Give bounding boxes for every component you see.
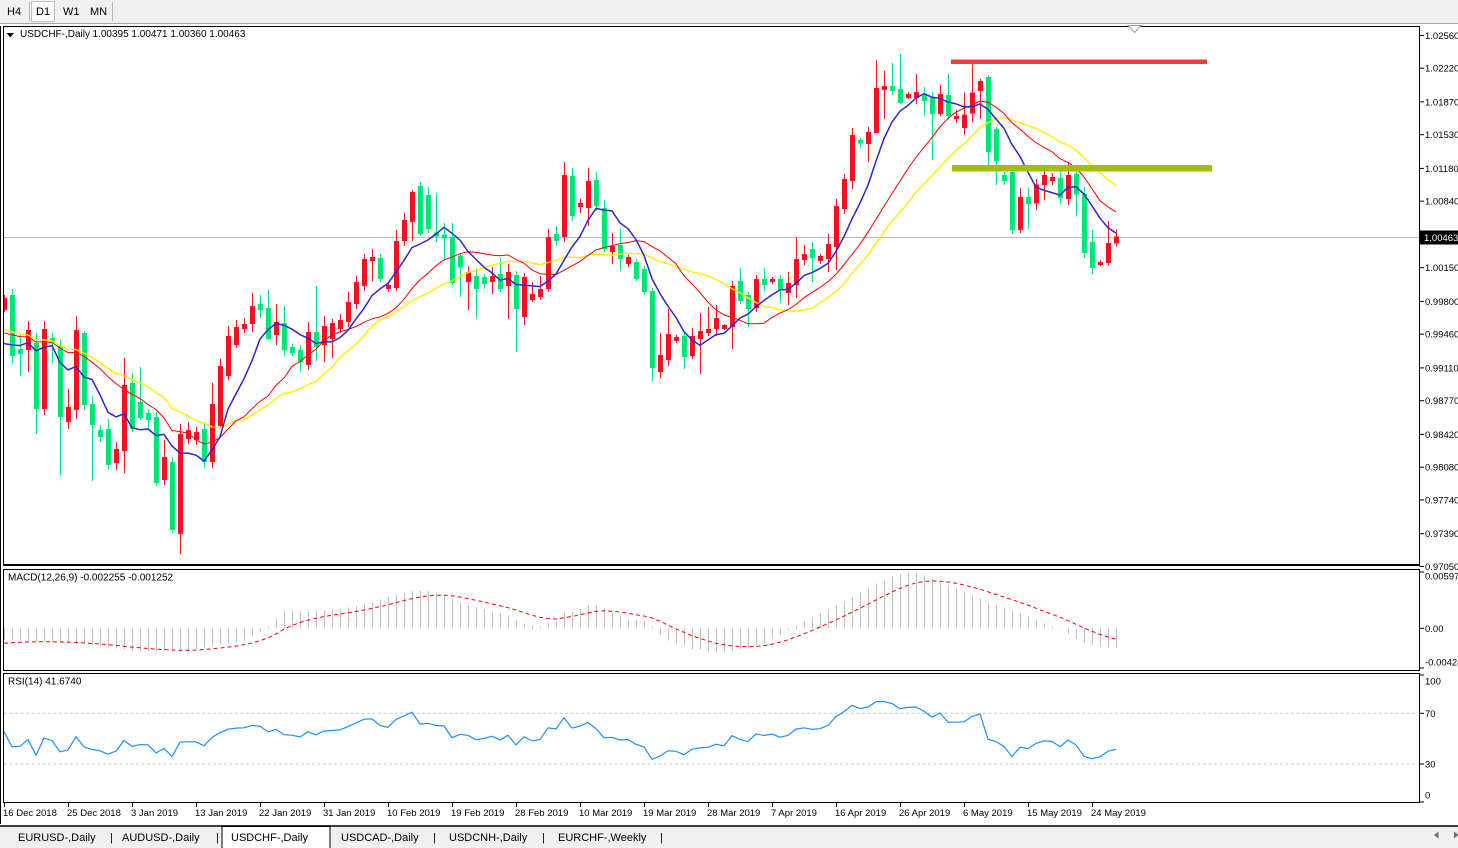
svg-text:0.97050: 0.97050 — [1425, 562, 1458, 573]
svg-text:100: 100 — [1425, 677, 1441, 688]
svg-text:30: 30 — [1425, 760, 1436, 771]
svg-text:|: | — [542, 832, 545, 844]
svg-text:25 Dec 2018: 25 Dec 2018 — [67, 808, 121, 819]
svg-text:0.99800: 0.99800 — [1425, 297, 1458, 308]
svg-text:1.00150: 1.00150 — [1425, 263, 1458, 274]
svg-text:|: | — [110, 832, 113, 844]
svg-text:MACD(12,26,9) -0.002255 -0.001: MACD(12,26,9) -0.002255 -0.001252 — [8, 573, 174, 584]
svg-text:10 Feb 2019: 10 Feb 2019 — [387, 808, 440, 819]
svg-text:19 Mar 2019: 19 Mar 2019 — [643, 808, 696, 819]
svg-text:0.98770: 0.98770 — [1425, 396, 1458, 407]
svg-text:3 Jan 2019: 3 Jan 2019 — [131, 808, 178, 819]
svg-text:AUDUSD-,Daily: AUDUSD-,Daily — [122, 832, 200, 844]
svg-text:USDCHF-,Daily: USDCHF-,Daily — [231, 832, 309, 844]
svg-text:EURUSD-,Daily: EURUSD-,Daily — [18, 832, 96, 844]
svg-text:|: | — [433, 832, 436, 844]
svg-text:0.99110: 0.99110 — [1425, 363, 1458, 374]
svg-text:0.99460: 0.99460 — [1425, 330, 1458, 341]
svg-text:H4: H4 — [7, 6, 21, 18]
svg-text:6 May 2019: 6 May 2019 — [963, 808, 1013, 819]
svg-text:USDCNH-,Daily: USDCNH-,Daily — [449, 832, 528, 844]
svg-text:0.00: 0.00 — [1425, 624, 1444, 635]
svg-text:D1: D1 — [36, 6, 50, 18]
svg-text:1.00840: 1.00840 — [1425, 197, 1458, 208]
svg-text:1.02220: 1.02220 — [1425, 64, 1458, 75]
svg-text:0.97390: 0.97390 — [1425, 529, 1458, 540]
svg-text:22 Jan 2019: 22 Jan 2019 — [259, 808, 311, 819]
svg-text:EURCHF-,Weekly: EURCHF-,Weekly — [558, 832, 647, 844]
svg-text:1.00463: 1.00463 — [1424, 233, 1458, 244]
svg-text:16 Dec 2018: 16 Dec 2018 — [3, 808, 57, 819]
svg-text:10 Mar 2019: 10 Mar 2019 — [579, 808, 632, 819]
svg-text:|: | — [216, 832, 219, 844]
svg-text:15 May 2019: 15 May 2019 — [1027, 808, 1082, 819]
svg-text:W1: W1 — [63, 6, 80, 18]
svg-text:USDCHF-,Daily: USDCHF-,Daily — [20, 29, 90, 40]
svg-text:31 Jan 2019: 31 Jan 2019 — [323, 808, 375, 819]
svg-text:0.00597: 0.00597 — [1425, 572, 1458, 583]
svg-text:24 May 2019: 24 May 2019 — [1091, 808, 1146, 819]
svg-text:0.98420: 0.98420 — [1425, 430, 1458, 441]
svg-text:0: 0 — [1425, 791, 1430, 802]
svg-text:1.01180: 1.01180 — [1425, 164, 1458, 175]
svg-text:1.01870: 1.01870 — [1425, 97, 1458, 108]
svg-text:28 Mar 2019: 28 Mar 2019 — [707, 808, 760, 819]
svg-text:|: | — [660, 832, 663, 844]
svg-text:28 Feb 2019: 28 Feb 2019 — [515, 808, 568, 819]
svg-text:MN: MN — [90, 6, 107, 18]
svg-text:RSI(14) 41.6740: RSI(14) 41.6740 — [8, 677, 82, 688]
svg-text:-0.00424: -0.00424 — [1425, 658, 1458, 669]
svg-text:16 Apr 2019: 16 Apr 2019 — [835, 808, 886, 819]
svg-text:7 Apr 2019: 7 Apr 2019 — [771, 808, 817, 819]
svg-text:19 Feb 2019: 19 Feb 2019 — [451, 808, 504, 819]
svg-text:26 Apr 2019: 26 Apr 2019 — [899, 808, 950, 819]
svg-text:0.98080: 0.98080 — [1425, 463, 1458, 474]
svg-text:0.97740: 0.97740 — [1425, 495, 1458, 506]
svg-text:USDCAD-,Daily: USDCAD-,Daily — [341, 832, 419, 844]
svg-text:1.00395 1.00471 1.00360 1.0046: 1.00395 1.00471 1.00360 1.00463 — [93, 29, 246, 40]
svg-text:13 Jan 2019: 13 Jan 2019 — [195, 808, 247, 819]
svg-text:1.01530: 1.01530 — [1425, 130, 1458, 141]
svg-text:1.02560: 1.02560 — [1425, 31, 1458, 42]
svg-text:70: 70 — [1425, 709, 1436, 720]
